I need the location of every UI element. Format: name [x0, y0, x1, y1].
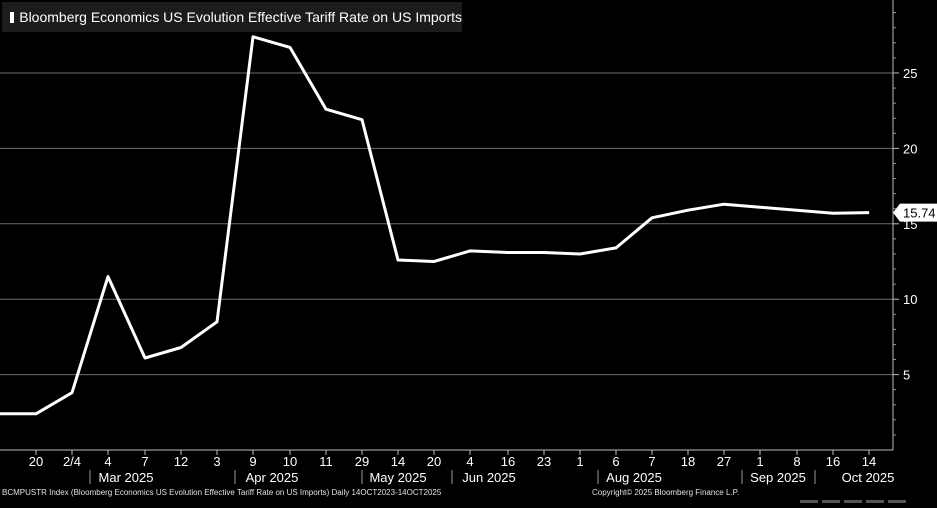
x-tick-label: 7	[141, 454, 148, 469]
series-layer	[0, 35, 870, 416]
data-point	[361, 119, 363, 121]
data-point	[180, 347, 182, 348]
data-point	[543, 252, 545, 253]
data-point	[35, 413, 37, 415]
x-tick-label: 2/4	[63, 454, 81, 469]
data-point	[216, 321, 218, 323]
data-point	[144, 357, 146, 359]
chart-title: Bloomberg Economics US Evolution Effecti…	[19, 9, 462, 25]
month-label: Jun 2025	[462, 470, 516, 485]
month-label: May 2025	[369, 470, 426, 485]
data-point	[579, 253, 581, 255]
x-tick-label: 20	[29, 454, 43, 469]
x-tick-label: 27	[717, 454, 731, 469]
data-point	[71, 392, 73, 394]
x-tick-label: 16	[501, 454, 515, 469]
month-label: Oct 2025	[842, 470, 895, 485]
data-point	[397, 259, 399, 261]
legend: Bloomberg Economics US Evolution Effecti…	[2, 2, 462, 32]
x-tick-label: 1	[756, 454, 763, 469]
x-tick-label: 18	[681, 454, 695, 469]
month-label: Apr 2025	[246, 470, 299, 485]
x-tick-label: 7	[648, 454, 655, 469]
x-tick-label: 3	[213, 454, 220, 469]
data-point	[723, 203, 725, 205]
month-label: Aug 2025	[606, 470, 662, 485]
gridlines	[0, 72, 893, 376]
x-tick-label: 4	[466, 454, 473, 469]
data-point	[252, 36, 254, 38]
data-point	[107, 276, 109, 278]
legend-swatch	[10, 11, 15, 23]
x-tick-label: 9	[249, 454, 256, 469]
last-value-label: 15.74	[903, 206, 936, 221]
footer-copyright: Copyright© 2025 Bloomberg Finance L.P.	[592, 488, 740, 497]
month-label: Mar 2025	[99, 470, 154, 485]
data-point	[469, 250, 471, 252]
last-value-marker: 15.74	[893, 203, 937, 222]
y-tick-label: 10	[903, 292, 917, 307]
footer-graphic	[800, 490, 930, 503]
data-point	[687, 209, 689, 211]
x-tick-label: 10	[283, 454, 297, 469]
data-point	[289, 46, 291, 48]
x-tick-label: 20	[427, 454, 441, 469]
x-axis: 20 2/4 4 7 12 3 9 10 11 29 14 20 4 16 23 1 6 7 18 27 1 8 16 14M…	[0, 449, 895, 485]
data-point	[615, 247, 617, 249]
data-point	[433, 261, 435, 262]
x-tick-label: 1	[576, 454, 583, 469]
y-tick-label: 5	[903, 368, 910, 383]
data-point	[325, 108, 327, 110]
month-label: Sep 2025	[750, 470, 806, 485]
x-tick-label: 23	[537, 454, 551, 469]
x-tick-label: 4	[104, 454, 111, 469]
x-tick-label: 16	[826, 454, 840, 469]
x-tick-label: 6	[612, 454, 619, 469]
x-tick-label: 12	[174, 454, 188, 469]
y-tick-label: 20	[903, 141, 917, 156]
footer-source: BCMPUSTR Index (Bloomberg Economics US E…	[2, 488, 442, 497]
series-line	[0, 35, 870, 416]
x-tick-label: 11	[319, 454, 333, 469]
last-value-tag	[893, 203, 937, 222]
x-tick-label: 29	[355, 454, 369, 469]
y-tick-label: 25	[903, 66, 917, 81]
data-point	[868, 212, 870, 214]
data-point	[0, 413, 1, 415]
data-point	[759, 206, 761, 208]
x-tick-label: 8	[793, 454, 800, 469]
data-point	[651, 217, 653, 219]
x-tick-label: 14	[391, 454, 405, 469]
data-point	[832, 212, 834, 214]
data-point	[507, 252, 509, 253]
x-tick-label: 14	[862, 454, 876, 469]
